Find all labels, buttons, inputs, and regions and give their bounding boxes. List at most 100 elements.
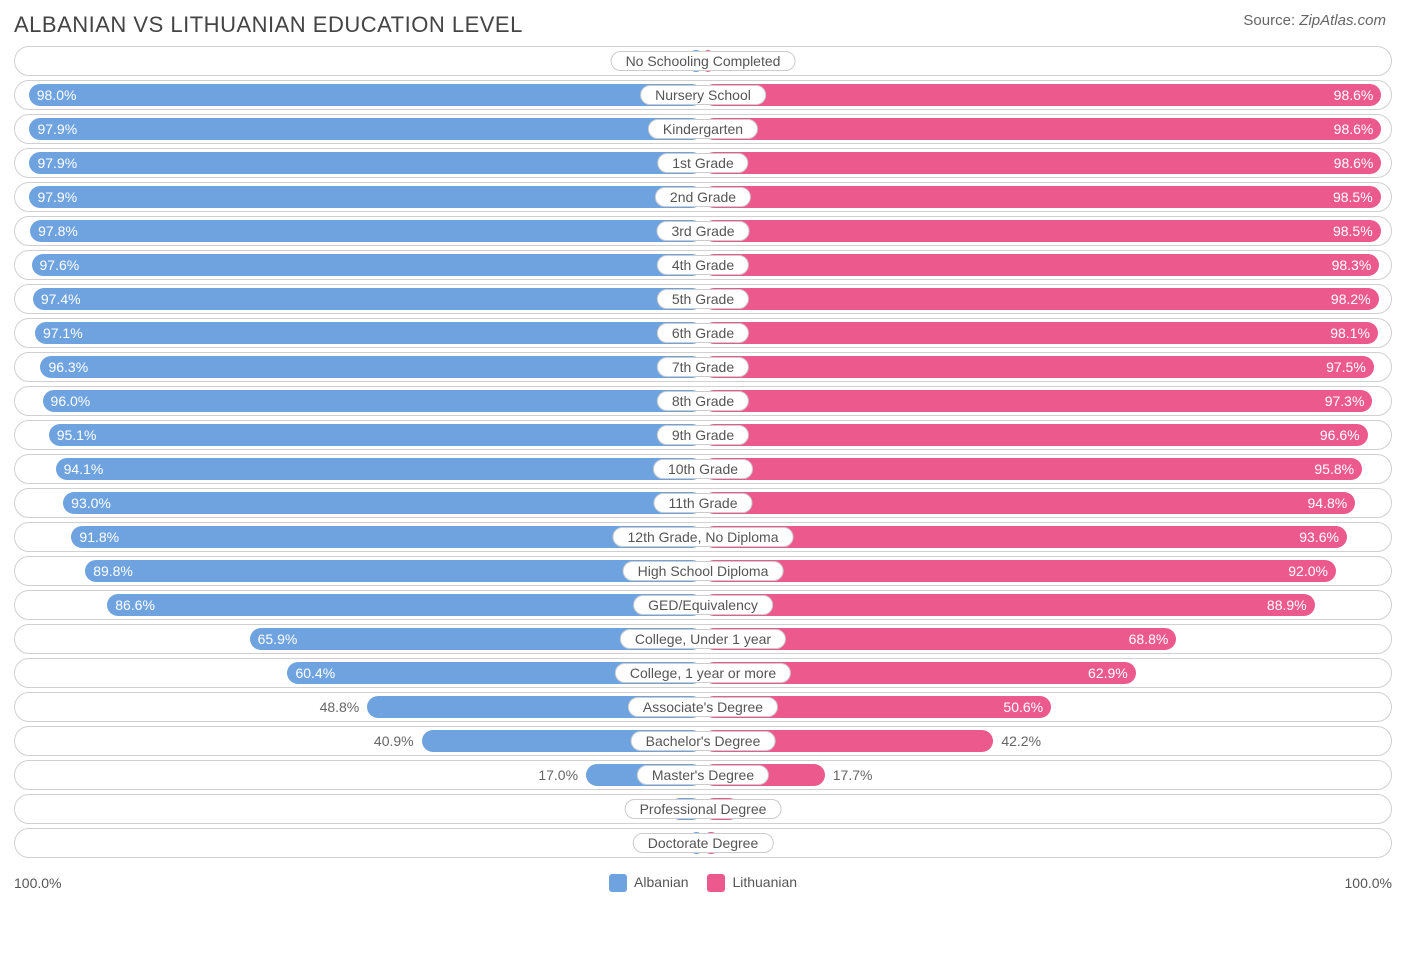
bar-left: 94.1% — [56, 458, 703, 480]
chart-row: 97.9% 98.6% 1st Grade — [14, 148, 1392, 178]
bar-right: 94.8% — [703, 492, 1355, 514]
category-label: 2nd Grade — [655, 187, 751, 207]
category-label: Nursery School — [640, 85, 766, 105]
value-left: 96.0% — [51, 393, 91, 409]
category-label: Kindergarten — [648, 119, 758, 139]
bar-left: 95.1% — [49, 424, 703, 446]
category-label: 10th Grade — [653, 459, 753, 479]
chart-row: 91.8%93.6%12th Grade, No Diploma — [14, 522, 1392, 552]
bar-left: 97.4% — [33, 288, 703, 310]
bar-left: 98.0% — [29, 84, 703, 106]
category-label: Bachelor's Degree — [631, 731, 776, 751]
value-left: 97.1% — [43, 325, 83, 341]
value-right: 97.5% — [1326, 359, 1366, 375]
bar-right: 98.5% — [703, 186, 1381, 208]
chart-row: 95.1%96.6%9th Grade — [14, 420, 1392, 450]
chart-row: 40.9%42.2%Bachelor's Degree — [14, 726, 1392, 756]
value-left: 17.0% — [538, 767, 578, 783]
bar-right: 92.0% — [703, 560, 1336, 582]
chart-row: 89.8% 92.0% High School Diploma — [14, 556, 1392, 586]
category-label: 7th Grade — [657, 357, 749, 377]
value-right: 98.5% — [1333, 189, 1373, 205]
chart-row: 48.8%50.6%Associate's Degree — [14, 692, 1392, 722]
chart-row: 96.0% 97.3% 8th Grade — [14, 386, 1392, 416]
axis-right-label: 100.0% — [1345, 875, 1392, 891]
bar-left: 97.9% — [29, 152, 703, 174]
chart-row: 97.6% 98.3% 4th Grade — [14, 250, 1392, 280]
bar-right: 96.6% — [703, 424, 1368, 446]
value-left: 97.9% — [37, 155, 77, 171]
category-label: No Schooling Completed — [611, 51, 796, 71]
legend-label-left: Albanian — [634, 874, 689, 890]
category-label: 6th Grade — [657, 323, 749, 343]
value-right: 68.8% — [1129, 631, 1169, 647]
value-right: 98.2% — [1331, 291, 1371, 307]
value-right: 95.8% — [1314, 461, 1354, 477]
bar-right: 98.6% — [703, 152, 1381, 174]
legend-item-right: Lithuanian — [707, 874, 798, 892]
category-label: Master's Degree — [637, 765, 769, 785]
chart-axis: 100.0% Albanian Lithuanian 100.0% — [0, 872, 1406, 892]
bar-left: 97.1% — [35, 322, 703, 344]
bar-left: 97.8% — [30, 220, 703, 242]
value-right: 98.6% — [1334, 121, 1374, 137]
value-left: 97.6% — [40, 257, 80, 273]
chart-header: ALBANIAN VS LITHUANIAN EDUCATION LEVEL S… — [0, 0, 1406, 46]
category-label: 4th Grade — [657, 255, 749, 275]
category-label: College, Under 1 year — [620, 629, 786, 649]
bar-right: 98.6% — [703, 118, 1381, 140]
source-name: ZipAtlas.com — [1299, 12, 1386, 29]
chart-row: 2.1%1.4%No Schooling Completed — [14, 46, 1392, 76]
value-right: 94.8% — [1308, 495, 1348, 511]
chart-row: 97.8%98.5%3rd Grade — [14, 216, 1392, 246]
bar-left: 91.8% — [71, 526, 703, 548]
value-right: 98.3% — [1332, 257, 1372, 273]
chart-row: 93.0% 94.8% 11th Grade — [14, 488, 1392, 518]
category-label: 8th Grade — [657, 391, 749, 411]
legend-item-left: Albanian — [609, 874, 689, 892]
chart-row: 97.9% 98.6% Kindergarten — [14, 114, 1392, 144]
value-right: 92.0% — [1288, 563, 1328, 579]
bar-left: 97.9% — [29, 118, 703, 140]
category-label: 1st Grade — [657, 153, 748, 173]
value-right: 62.9% — [1088, 665, 1128, 681]
category-label: Doctorate Degree — [633, 833, 774, 853]
source-prefix: Source: — [1243, 12, 1295, 29]
value-left: 93.0% — [71, 495, 111, 511]
category-label: High School Diploma — [623, 561, 784, 581]
value-left: 94.1% — [64, 461, 104, 477]
legend-swatch-right — [707, 874, 725, 892]
value-left: 89.8% — [93, 563, 133, 579]
axis-left-label: 100.0% — [14, 875, 61, 891]
value-left: 40.9% — [374, 733, 414, 749]
bar-right: 98.6% — [703, 84, 1381, 106]
category-label: 11th Grade — [653, 493, 752, 513]
chart-row: 98.0%98.6%Nursery School — [14, 80, 1392, 110]
category-label: 5th Grade — [657, 289, 749, 309]
chart-row: 86.6%88.9%GED/Equivalency — [14, 590, 1392, 620]
value-right: 97.3% — [1325, 393, 1365, 409]
value-left: 91.8% — [79, 529, 119, 545]
chart-source: Source: ZipAtlas.com — [1243, 12, 1386, 29]
value-right: 98.1% — [1330, 325, 1370, 341]
chart-row: 97.1% 98.1% 6th Grade — [14, 318, 1392, 348]
education-chart: 2.1%1.4%No Schooling Completed98.0%98.6%… — [0, 46, 1406, 872]
bar-right: 95.8% — [703, 458, 1362, 480]
bar-right: 97.5% — [703, 356, 1374, 378]
value-left: 97.9% — [37, 189, 77, 205]
value-right: 98.6% — [1334, 155, 1374, 171]
bar-left: 89.8% — [85, 560, 703, 582]
legend-label-right: Lithuanian — [732, 874, 797, 890]
bar-left: 97.6% — [32, 254, 703, 276]
bar-right: 88.9% — [703, 594, 1315, 616]
chart-title: ALBANIAN VS LITHUANIAN EDUCATION LEVEL — [14, 12, 523, 38]
chart-row: 97.4% 98.2% 5th Grade — [14, 284, 1392, 314]
chart-row: 97.9% 98.5% 2nd Grade — [14, 182, 1392, 212]
bar-right: 93.6% — [703, 526, 1347, 548]
bar-left: 96.3% — [40, 356, 703, 378]
bar-right: 98.5% — [703, 220, 1381, 242]
value-left: 48.8% — [320, 699, 360, 715]
category-label: 3rd Grade — [656, 221, 749, 241]
chart-row: 17.0%17.7%Master's Degree — [14, 760, 1392, 790]
chart-legend: Albanian Lithuanian — [609, 874, 797, 892]
